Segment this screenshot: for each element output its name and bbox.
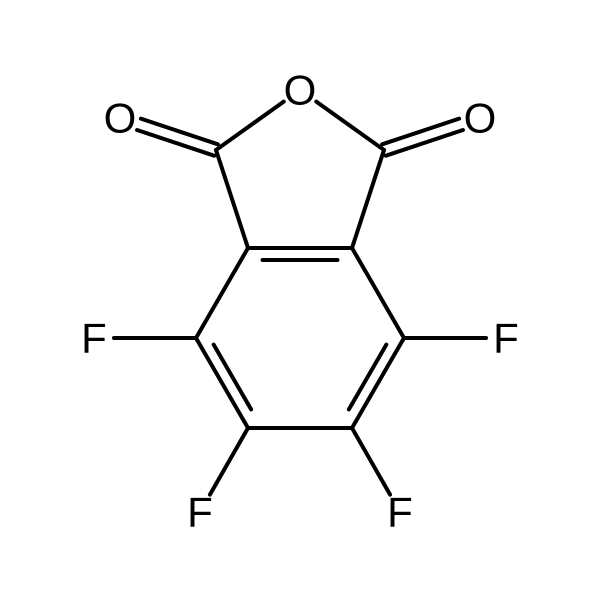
atom-label-f: F (387, 489, 413, 536)
bond-line (216, 102, 284, 150)
bond-line (316, 102, 384, 150)
chemical-structure-diagram: O O O F F F F (0, 0, 600, 600)
bond-line (386, 130, 463, 156)
bond-line (137, 130, 214, 156)
bond-line (196, 248, 248, 338)
bond-line (352, 150, 384, 248)
atom-label-f: F (187, 489, 213, 536)
atom-label-o: O (464, 95, 497, 142)
bond-line (352, 338, 404, 428)
bond-line (196, 338, 248, 428)
bond-line (352, 248, 404, 338)
bond-line (382, 119, 459, 145)
atom-label-f: F (81, 315, 107, 362)
atom-label-o: O (284, 67, 317, 114)
atom-label-f: F (493, 315, 519, 362)
bond-line (352, 428, 390, 495)
bond-line (141, 119, 218, 145)
atom-label-o: O (104, 95, 137, 142)
bond-line (216, 150, 248, 248)
bond-line (210, 428, 248, 495)
